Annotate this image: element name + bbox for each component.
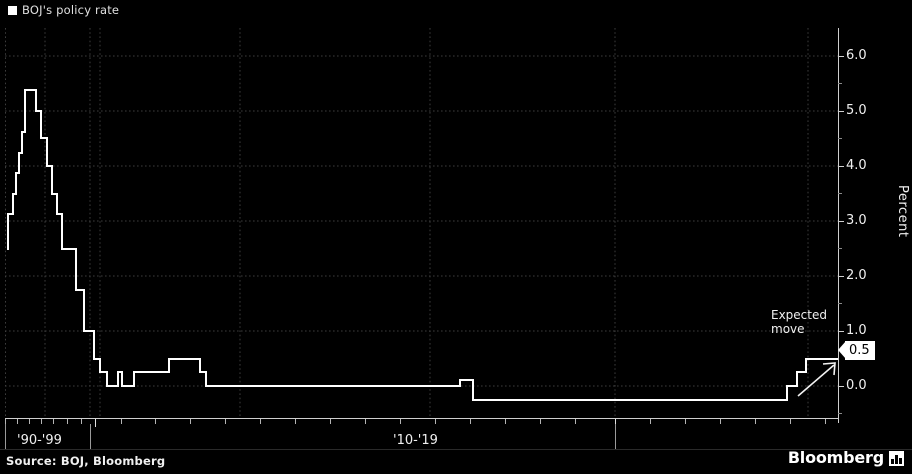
plot-area bbox=[5, 28, 838, 418]
y-tick-minor-25 bbox=[838, 248, 842, 249]
x-tick bbox=[121, 419, 122, 424]
x-tick bbox=[190, 419, 191, 424]
square-marker-icon bbox=[8, 6, 17, 16]
y-axis-label-4: 4.0 bbox=[846, 158, 867, 173]
y-tick-minor-35 bbox=[838, 193, 842, 194]
y-tick-minor-neg bbox=[838, 413, 842, 414]
y-axis-line bbox=[838, 28, 839, 423]
series-canvas bbox=[5, 28, 838, 418]
x-tick bbox=[330, 419, 331, 424]
x-period-separator bbox=[5, 424, 6, 450]
x-tick bbox=[260, 419, 261, 424]
y-tick-6 bbox=[838, 56, 844, 57]
y-axis-label-1: 1.0 bbox=[846, 323, 867, 338]
x-period-separator bbox=[615, 424, 616, 450]
y-tick-3 bbox=[838, 221, 844, 222]
x-tick bbox=[755, 419, 756, 424]
footer-divider bbox=[0, 449, 912, 450]
y-tick-4 bbox=[838, 166, 844, 167]
x-tick bbox=[720, 419, 721, 424]
x-tick bbox=[29, 419, 30, 424]
x-tick bbox=[575, 419, 576, 424]
x-tick bbox=[650, 419, 651, 424]
x-tick bbox=[470, 419, 471, 424]
x-tick bbox=[685, 419, 686, 424]
x-tick bbox=[41, 419, 42, 424]
y-axis-label-5: 5.0 bbox=[846, 103, 867, 118]
bloomberg-branding: Bloomberg bbox=[788, 450, 904, 466]
x-tick bbox=[81, 419, 82, 424]
x-tick bbox=[67, 419, 68, 424]
policy-rate-line bbox=[7, 89, 838, 401]
x-tick bbox=[365, 419, 366, 424]
y-axis-label-2: 2.0 bbox=[846, 268, 867, 283]
x-tick bbox=[53, 419, 54, 424]
x-axis-label-10s: '10-'19 bbox=[393, 433, 438, 448]
x-period-separator bbox=[90, 424, 91, 450]
y-axis-label-0: 0.0 bbox=[846, 378, 867, 393]
x-axis-line bbox=[5, 418, 839, 419]
x-tick bbox=[5, 419, 6, 424]
y-axis-label-3: 3.0 bbox=[846, 213, 867, 228]
x-tick bbox=[17, 419, 18, 424]
y-tick-0 bbox=[838, 386, 844, 387]
y-axis bbox=[838, 28, 846, 423]
y-tick-minor-45 bbox=[838, 138, 842, 139]
x-tick-major bbox=[95, 419, 96, 427]
y-tick-1 bbox=[838, 331, 844, 332]
y-axis-title: Percent bbox=[895, 185, 910, 238]
y-tick-minor-15 bbox=[838, 303, 842, 304]
y-tick-2 bbox=[838, 276, 844, 277]
x-axis-label-90s: '90-'99 bbox=[17, 433, 62, 448]
y-tick-5 bbox=[838, 111, 844, 112]
bloomberg-logo-icon bbox=[889, 450, 904, 466]
x-tick bbox=[295, 419, 296, 424]
x-tick bbox=[505, 419, 506, 424]
x-tick bbox=[400, 419, 401, 424]
x-tick bbox=[225, 419, 226, 424]
legend-item-label: BOJ's policy rate bbox=[22, 3, 120, 17]
x-tick bbox=[825, 419, 826, 424]
y-tick-minor-55 bbox=[838, 83, 842, 84]
vertical-gridlines bbox=[5, 28, 809, 418]
source-note: Source: BOJ, Bloomberg bbox=[6, 454, 166, 468]
expected-move-annotation: Expected move bbox=[771, 308, 827, 336]
x-tick bbox=[155, 419, 156, 424]
expected-move-arrow-icon bbox=[797, 362, 836, 397]
x-tick bbox=[790, 419, 791, 424]
bloomberg-wordmark: Bloomberg bbox=[787, 448, 884, 467]
callout-pointer-icon bbox=[838, 341, 846, 359]
y-axis-label-6: 6.0 bbox=[846, 48, 867, 63]
x-tick bbox=[540, 419, 541, 424]
horizontal-gridlines bbox=[5, 55, 838, 387]
y-axis-labels: 6.0 5.0 4.0 3.0 2.0 1.0 0.0 bbox=[846, 28, 886, 423]
chart-legend: BOJ's policy rate bbox=[8, 3, 120, 17]
current-value-callout: 0.5 bbox=[845, 341, 875, 360]
x-axis bbox=[5, 418, 839, 428]
x-tick bbox=[435, 419, 436, 424]
x-tick-major bbox=[615, 419, 616, 427]
